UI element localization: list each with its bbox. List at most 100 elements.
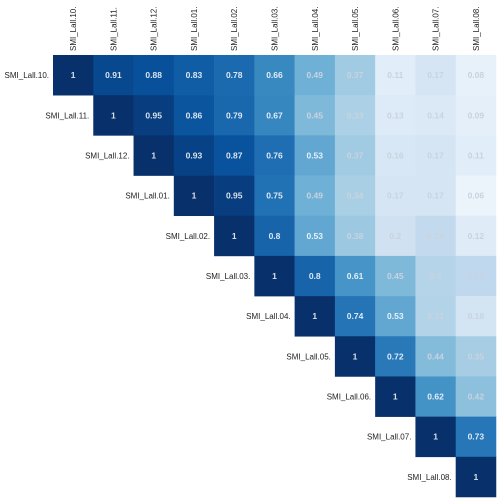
cell-value-label-r3-c10: 0.06 (468, 191, 485, 201)
cell-value-label-r1-c10: 0.09 (468, 110, 485, 120)
cell-value-label-r7-c8: 0.72 (387, 351, 404, 361)
heatmap-cell-r0-c4 (214, 55, 255, 96)
cell-value-label-r8-c9: 0.62 (427, 392, 444, 402)
heatmap-cell-r0-c3 (173, 55, 215, 96)
cell-value-label-r1-c2: 0.95 (145, 110, 162, 120)
heatmap-cell-r2-c2 (133, 135, 175, 176)
cell-value-label-r3-c8: 0.17 (387, 191, 404, 201)
y-tick-label-10: SMI_Lall.08. (407, 473, 451, 482)
heatmap-cell-r8-c10 (455, 376, 497, 417)
heatmap-cell-r2-c6 (294, 135, 336, 176)
x-tick-label-0: SMI_Lall.10. (69, 7, 78, 51)
cell-value-label-r2-c4: 0.87 (226, 150, 243, 160)
cell-value-label-r0-c5: 0.66 (266, 70, 283, 80)
x-tick-label-2: SMI_Lall.12. (150, 7, 159, 51)
heatmap-cell-r1-c10 (455, 95, 497, 136)
heatmap-cell-r4-c7 (334, 215, 376, 257)
y-axis-labels: SMI_Lall.10. SMI_Lall.11. SMI_Lall.12. SMI_… (5, 71, 452, 482)
x-tick-label-5: SMI_Lall.03. (270, 7, 279, 51)
heatmap-cell-r1-c3 (173, 95, 215, 136)
cell-value-label-r5-c7: 0.61 (347, 271, 364, 281)
cell-value-label-r3-c6: 0.49 (306, 191, 323, 201)
heatmap-cell-r7-c8 (375, 336, 416, 377)
heatmap-cell-r1-c7 (334, 95, 376, 136)
heatmap-cell-r0-c1 (93, 55, 134, 96)
cell-value-label-r3-c4: 0.95 (226, 191, 243, 201)
heatmap-cell-r4-c6 (294, 215, 336, 257)
cell-value-label-r4-c7: 0.38 (347, 231, 364, 241)
heatmap-cell-r7-c9 (415, 336, 456, 377)
cell-value-label-r6-c10: 0.18 (468, 311, 485, 321)
cell-value-label-r6-c6: 1 (312, 311, 317, 321)
cell-value-label-r0-c7: 0.37 (347, 70, 364, 80)
heatmap-cell-r1-c1 (93, 95, 134, 136)
cell-value-label-r0-c4: 0.78 (226, 70, 243, 80)
cell-value-label-r2-c10: 0.11 (468, 150, 484, 160)
heatmap-cell-r5-c7 (334, 255, 376, 297)
heatmap-cell-r1-c9 (415, 95, 456, 136)
cell-value-label-r2-c6: 0.53 (306, 150, 323, 160)
heatmap-cell-r4-c8 (375, 215, 416, 257)
heatmap-cell-r2-c10 (455, 135, 497, 176)
x-tick-label-3: SMI_Lall.01. (190, 7, 199, 51)
cell-value-label-r7-c9: 0.44 (427, 351, 444, 361)
heatmap-cell-r0-c8 (375, 55, 416, 96)
cell-value-label-r4-c5: 0.8 (269, 231, 281, 241)
cell-value-label-r9-c10: 0.73 (468, 432, 485, 442)
y-tick-label-0: SMI_Lall.10. (5, 71, 49, 80)
heatmap-cell-r0-c0 (53, 55, 94, 96)
cell-value-label-r5-c5: 1 (272, 271, 277, 281)
y-tick-label-8: SMI_Lall.06. (327, 393, 371, 402)
heatmap-cell-r3-c8 (375, 175, 416, 217)
cell-value-label-r2-c7: 0.37 (347, 150, 364, 160)
x-tick-label-4: SMI_Lall.02. (230, 7, 239, 51)
cell-value-label-r2-c9: 0.17 (427, 150, 444, 160)
heatmap-cell-r1-c6 (294, 95, 336, 136)
cell-value-label-r8-c8: 1 (393, 392, 398, 402)
cell-value-label-r4-c10: 0.12 (468, 231, 485, 241)
heatmap-cell-r5-c6 (294, 255, 336, 297)
heatmap-cell-r2-c5 (254, 135, 295, 176)
heatmap-cell-r0-c5 (254, 55, 295, 96)
heatmap-cell-r3-c5 (254, 175, 295, 217)
cell-value-label-r6-c7: 0.74 (347, 311, 364, 321)
heatmap-cell-r3-c10 (455, 175, 497, 217)
heatmap-cell-r1-c5 (254, 95, 295, 136)
cell-value-label-r1-c5: 0.67 (266, 110, 283, 120)
x-tick-label-6: SMI_Lall.04. (311, 7, 320, 51)
cell-value-label-r4-c9: 0.26 (427, 231, 444, 241)
cell-value-label-r4-c4: 1 (232, 231, 237, 241)
y-tick-label-9: SMI_Lall.07. (367, 433, 411, 442)
y-tick-label-5: SMI_Lall.03. (206, 272, 250, 281)
cell-value-label-r6-c9: 0.31 (427, 311, 444, 321)
heatmap-cell-r2-c3 (173, 135, 215, 176)
cell-value-label-r3-c5: 0.75 (266, 191, 283, 201)
heatmap-cell-r7-c7 (334, 336, 376, 377)
heatmap-cell-r4-c5 (254, 215, 295, 257)
heatmap-cell-r2-c9 (415, 135, 456, 176)
cell-value-label-r0-c6: 0.49 (306, 70, 323, 80)
y-tick-label-7: SMI_Lall.05. (286, 352, 330, 361)
cell-value-label-r7-c10: 0.35 (468, 351, 485, 361)
cell-value-label-r0-c9: 0.17 (427, 70, 444, 80)
heatmap-cell-r6-c8 (375, 296, 416, 337)
y-tick-label-6: SMI_Lall.04. (246, 312, 290, 321)
x-tick-label-9: SMI_Lall.07. (432, 7, 441, 51)
heatmap-cell-r5-c9 (415, 255, 456, 297)
heatmap-cell-r3-c6 (294, 175, 336, 217)
cell-value-label-r1-c7: 0.33 (347, 110, 364, 120)
heatmap-cell-r0-c7 (334, 55, 376, 96)
cell-value-label-r1-c8: 0.13 (387, 110, 404, 120)
cell-value-label-r3-c9: 0.17 (427, 191, 444, 201)
cell-value-label-r5-c10: 0.27 (468, 271, 485, 281)
heatmap-cell-r5-c5 (254, 255, 295, 297)
cell-value-label-r10-c10: 1 (473, 472, 478, 482)
cell-value-label-r1-c9: 0.14 (427, 110, 444, 120)
x-axis-labels: SMI_Lall.10. SMI_Lall.11. SMI_Lall.12. SMI_… (69, 7, 481, 51)
heatmap-cell-r5-c10 (455, 255, 497, 297)
cell-value-label-r0-c1: 0.91 (105, 70, 122, 80)
heatmap-cell-r0-c10 (455, 55, 497, 96)
heatmap-cell-r4-c4 (214, 215, 255, 257)
cell-value-label-r3-c3: 1 (192, 191, 197, 201)
